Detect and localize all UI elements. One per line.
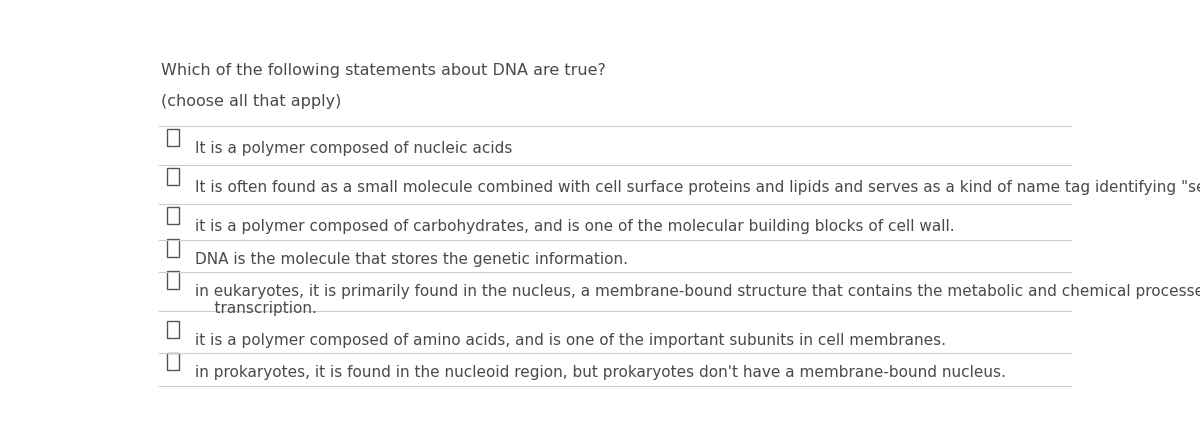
Text: it is a polymer composed of amino acids, and is one of the important subunits in: it is a polymer composed of amino acids,… xyxy=(194,333,946,348)
Text: Which of the following statements about DNA are true?: Which of the following statements about … xyxy=(161,63,606,78)
Text: in eukaryotes, it is primarily found in the nucleus, a membrane-bound structure : in eukaryotes, it is primarily found in … xyxy=(194,284,1200,316)
Text: (choose all that apply): (choose all that apply) xyxy=(161,93,342,108)
Text: in prokaryotes, it is found in the nucleoid region, but prokaryotes don't have a: in prokaryotes, it is found in the nucle… xyxy=(194,365,1006,380)
Text: It is a polymer composed of nucleic acids: It is a polymer composed of nucleic acid… xyxy=(194,141,512,156)
Text: DNA is the molecule that stores the genetic information.: DNA is the molecule that stores the gene… xyxy=(194,251,628,266)
Text: It is often found as a small molecule combined with cell surface proteins and li: It is often found as a small molecule co… xyxy=(194,180,1200,195)
Text: it is a polymer composed of carbohydrates, and is one of the molecular building : it is a polymer composed of carbohydrate… xyxy=(194,219,954,234)
